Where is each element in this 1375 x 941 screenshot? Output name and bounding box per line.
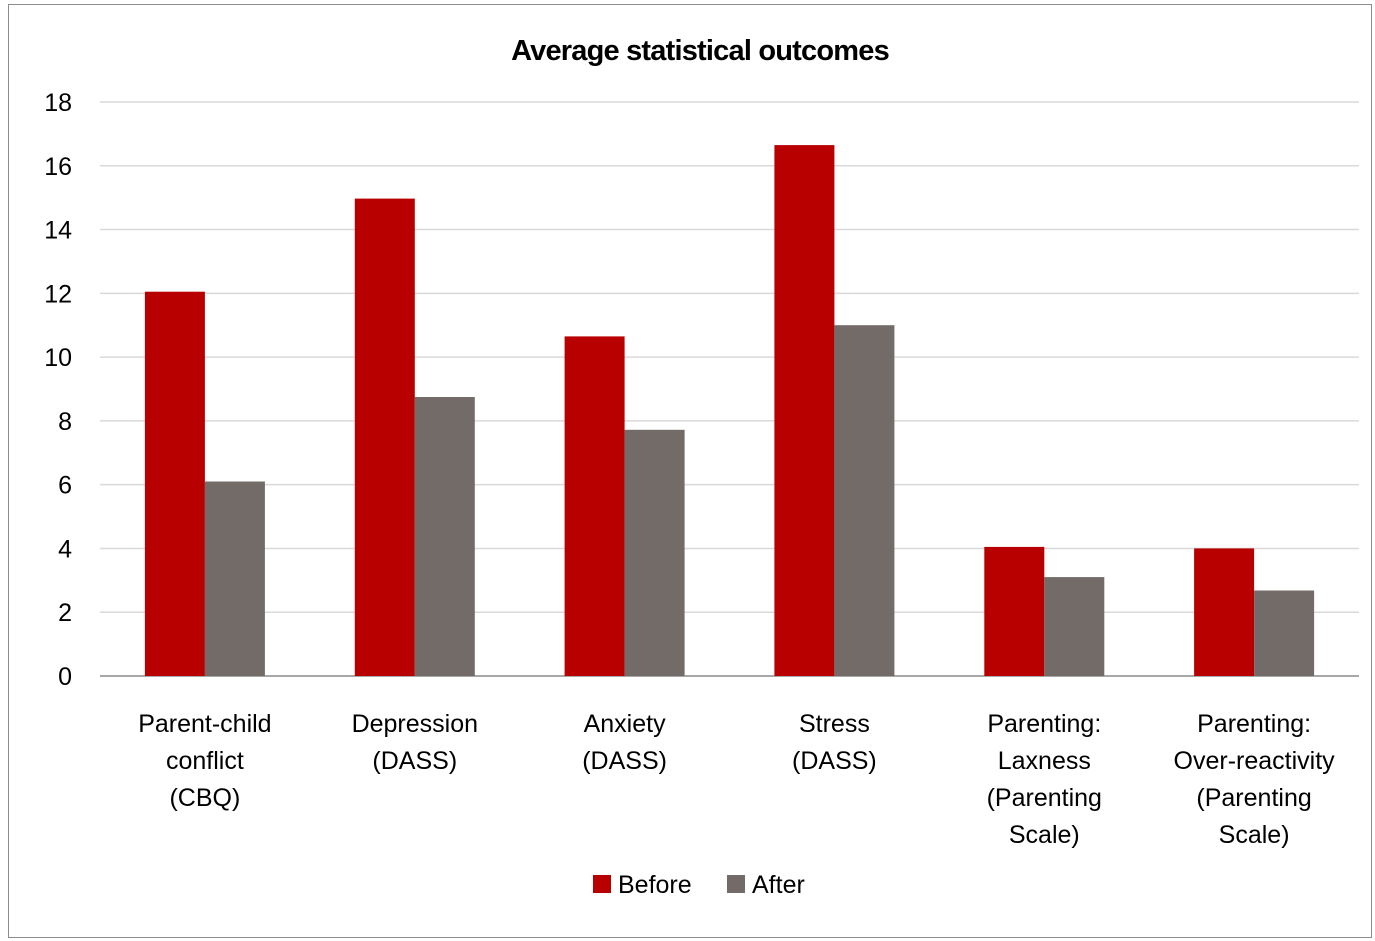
bar-after-2 [624,429,685,676]
chart-area [8,4,1372,938]
bar-before-3 [774,145,835,677]
x-category-label: Stress (DASS) [792,710,877,775]
x-category-label: Depression (DASS) [352,710,478,775]
x-category-label-line: Parenting: [987,710,1101,738]
bar-after-0 [204,481,265,676]
legend-swatch-before [593,875,611,893]
y-tick-label: 10 [44,344,72,372]
x-category-label-line: (DASS) [582,747,667,775]
x-category-label-line: Parenting: [1197,710,1311,738]
x-category-label-line: Stress [799,710,870,738]
x-category-label: Parenting: Laxness (Parenting Scale) [987,710,1102,849]
x-category-label-line: Scale) [1009,821,1080,849]
y-tick-label: 16 [44,153,72,181]
bar-before-0 [144,291,205,676]
y-tick-label: 18 [44,89,72,117]
bar-after-5 [1254,590,1315,676]
bar-after-1 [414,397,475,676]
y-tick-label: 4 [58,535,72,563]
x-category-label-line: Parent-child [138,710,271,738]
x-category-label-line: Scale) [1219,821,1290,849]
bar-before-5 [1194,548,1255,676]
y-tick-label: 14 [44,217,72,245]
x-category-label: Anxiety (DASS) [582,710,667,775]
bar-before-1 [354,198,415,676]
x-category-label: Parent-child conflict (CBQ) [138,710,271,812]
y-tick-label: 6 [58,472,72,500]
bar-after-3 [834,325,895,676]
x-category-label-line: (DASS) [792,747,877,775]
x-category-label-line: (DASS) [372,747,457,775]
x-category-label-line: (Parenting [987,784,1102,812]
legend-label-after: After [752,871,805,899]
y-tick-label: 12 [44,280,72,308]
y-axis-ticks: 0 2 4 6 8 10 12 14 16 18 [44,89,72,691]
x-axis-labels: Parent-child conflict (CBQ) Depression (DASS… [138,710,1335,849]
x-category-label-line: (CBQ) [169,784,240,812]
y-tick-label: 0 [58,663,72,691]
x-category-label-line: (Parenting [1196,784,1311,812]
x-category-label-line: conflict [166,747,244,775]
x-category-label-line: Over-reactivity [1174,747,1336,775]
legend-label-before: Before [618,871,692,899]
x-category-label: Parenting: Over-reactivity (Parenting Scale… [1174,710,1336,849]
legend: Before After [593,871,805,899]
bar-before-4 [984,546,1045,676]
y-tick-label: 8 [58,408,72,436]
x-category-label-line: Depression [352,710,478,738]
legend-swatch-after [727,875,745,893]
x-category-label-line: Anxiety [584,710,666,738]
bar-before-2 [564,336,625,676]
bar-after-4 [1044,577,1105,676]
x-category-label-line: Laxness [998,747,1091,775]
bars [144,145,1315,677]
gridlines [100,101,1359,677]
chart-title: Average statistical outcomes [511,35,889,67]
y-tick-label: 2 [58,599,72,627]
